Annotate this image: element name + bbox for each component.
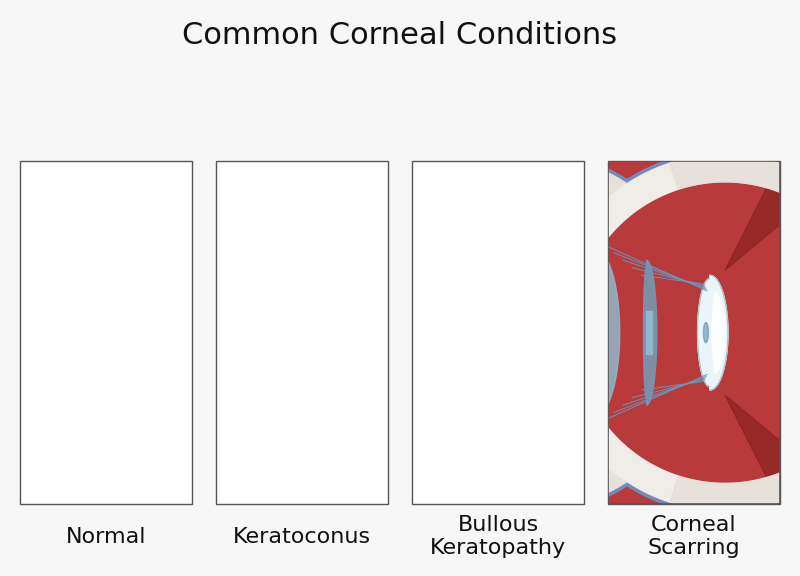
Text: Corneal
Scarring: Corneal Scarring <box>648 515 740 559</box>
Polygon shape <box>333 161 388 270</box>
Polygon shape <box>529 161 584 270</box>
Polygon shape <box>0 151 253 514</box>
Text: Normal: Normal <box>66 527 146 547</box>
Polygon shape <box>110 275 140 390</box>
Polygon shape <box>698 275 728 390</box>
Bar <box>412 161 584 504</box>
Text: Common Corneal Conditions: Common Corneal Conditions <box>182 21 618 51</box>
Polygon shape <box>562 224 620 441</box>
Polygon shape <box>333 395 388 504</box>
Polygon shape <box>516 292 529 373</box>
Ellipse shape <box>342 298 346 309</box>
Polygon shape <box>347 151 645 514</box>
Ellipse shape <box>342 356 346 367</box>
Text: Keratoconus: Keratoconus <box>233 527 371 547</box>
Polygon shape <box>164 224 226 441</box>
Polygon shape <box>502 275 532 390</box>
Polygon shape <box>151 151 449 514</box>
Bar <box>216 161 388 504</box>
Ellipse shape <box>342 309 346 320</box>
Bar <box>412 161 584 504</box>
Polygon shape <box>543 151 800 514</box>
Polygon shape <box>278 454 438 511</box>
Polygon shape <box>725 161 780 270</box>
Bar <box>608 161 780 504</box>
Ellipse shape <box>341 321 345 332</box>
Polygon shape <box>58 311 64 354</box>
Polygon shape <box>82 154 242 211</box>
Ellipse shape <box>516 316 524 336</box>
Bar <box>20 161 192 504</box>
Bar <box>20 161 192 504</box>
Polygon shape <box>366 224 424 441</box>
Ellipse shape <box>507 323 513 343</box>
Ellipse shape <box>320 316 328 336</box>
Bar <box>412 161 584 504</box>
Polygon shape <box>643 260 657 405</box>
Polygon shape <box>450 311 456 354</box>
Polygon shape <box>137 161 192 270</box>
Polygon shape <box>306 275 336 390</box>
Polygon shape <box>670 154 800 211</box>
Ellipse shape <box>342 345 346 356</box>
Ellipse shape <box>341 333 345 344</box>
Bar <box>216 161 388 504</box>
Polygon shape <box>137 395 192 504</box>
Ellipse shape <box>703 323 709 343</box>
Polygon shape <box>670 454 800 511</box>
Polygon shape <box>131 266 174 399</box>
Polygon shape <box>350 154 634 511</box>
Polygon shape <box>546 154 800 511</box>
Polygon shape <box>278 154 438 211</box>
Polygon shape <box>0 224 32 441</box>
Ellipse shape <box>115 323 121 343</box>
Polygon shape <box>474 454 634 511</box>
Polygon shape <box>474 154 634 211</box>
Bar <box>608 161 780 504</box>
Bar <box>216 161 388 504</box>
Polygon shape <box>447 260 461 405</box>
Polygon shape <box>55 260 69 405</box>
Polygon shape <box>154 154 438 511</box>
Polygon shape <box>124 292 137 373</box>
Polygon shape <box>712 292 725 373</box>
Polygon shape <box>646 311 652 354</box>
Polygon shape <box>529 395 584 504</box>
Polygon shape <box>320 292 333 373</box>
Text: Bullous
Keratopathy: Bullous Keratopathy <box>430 515 566 559</box>
Polygon shape <box>502 275 532 390</box>
Ellipse shape <box>712 316 720 336</box>
Polygon shape <box>251 260 265 405</box>
Bar <box>608 161 780 504</box>
Polygon shape <box>545 285 565 380</box>
Polygon shape <box>82 454 242 511</box>
Polygon shape <box>254 311 260 354</box>
Ellipse shape <box>124 316 132 336</box>
Bar <box>20 161 192 504</box>
Polygon shape <box>110 275 140 390</box>
Polygon shape <box>346 257 371 408</box>
Polygon shape <box>698 275 728 390</box>
Polygon shape <box>725 395 780 504</box>
Polygon shape <box>0 154 242 511</box>
Ellipse shape <box>311 323 317 343</box>
Polygon shape <box>543 257 567 408</box>
Polygon shape <box>306 275 336 390</box>
